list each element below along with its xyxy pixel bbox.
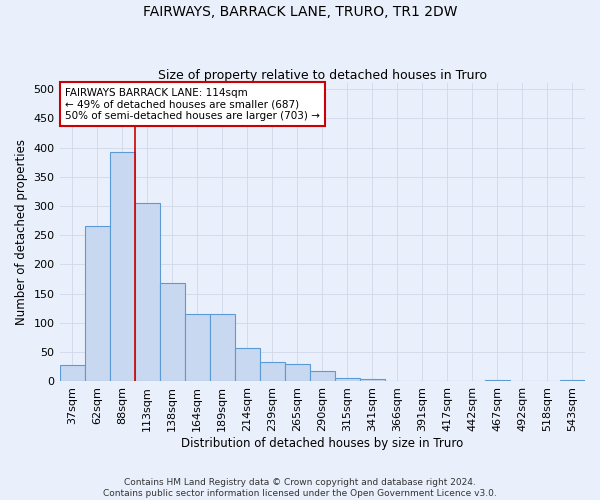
Bar	[209, 314, 235, 382]
Bar	[185, 314, 209, 382]
X-axis label: Distribution of detached houses by size in Truro: Distribution of detached houses by size …	[181, 437, 463, 450]
Bar	[335, 378, 360, 382]
Text: FAIRWAYS BARRACK LANE: 114sqm
← 49% of detached houses are smaller (687)
50% of : FAIRWAYS BARRACK LANE: 114sqm ← 49% of d…	[65, 88, 320, 121]
Bar	[134, 203, 160, 382]
Bar	[110, 152, 134, 382]
Title: Size of property relative to detached houses in Truro: Size of property relative to detached ho…	[158, 69, 487, 82]
Bar	[160, 283, 185, 382]
Y-axis label: Number of detached properties: Number of detached properties	[15, 140, 28, 326]
Bar	[285, 364, 310, 382]
Text: Contains HM Land Registry data © Crown copyright and database right 2024.
Contai: Contains HM Land Registry data © Crown c…	[103, 478, 497, 498]
Bar	[85, 226, 110, 382]
Bar	[560, 380, 585, 382]
Bar	[235, 348, 260, 382]
Bar	[360, 379, 385, 382]
Bar	[260, 362, 285, 382]
Bar	[485, 380, 510, 382]
Bar	[59, 365, 85, 382]
Bar	[310, 371, 335, 382]
Text: FAIRWAYS, BARRACK LANE, TRURO, TR1 2DW: FAIRWAYS, BARRACK LANE, TRURO, TR1 2DW	[143, 5, 457, 19]
